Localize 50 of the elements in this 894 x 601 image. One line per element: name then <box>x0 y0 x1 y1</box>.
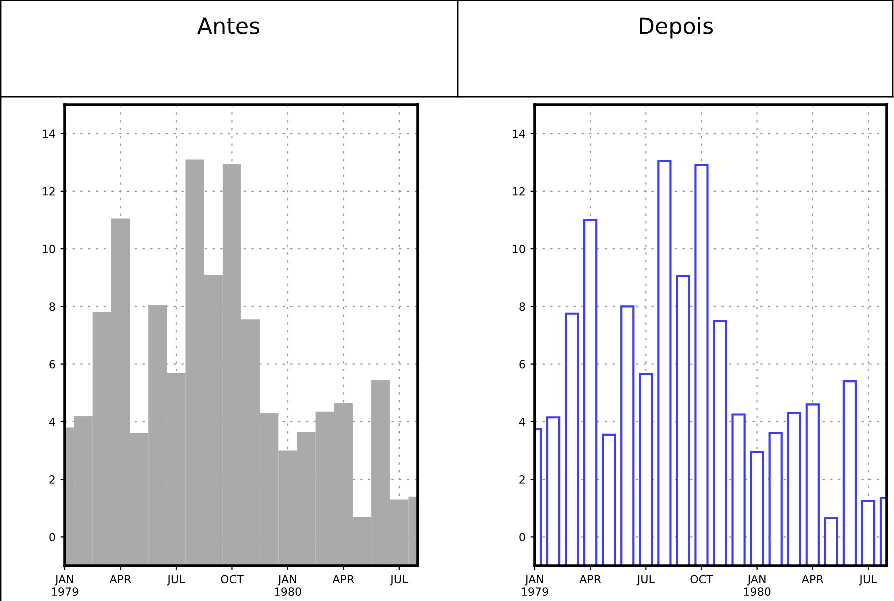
bar <box>824 517 838 566</box>
bar <box>546 416 561 566</box>
bar <box>713 320 728 566</box>
bar <box>806 404 820 566</box>
y-tick-label: 14 <box>513 130 526 138</box>
y-tick-label: 4 <box>519 418 526 426</box>
bar <box>694 164 709 566</box>
x-tick-label: JUL <box>167 575 186 586</box>
y-tick-label: 8 <box>520 302 526 312</box>
x-tick-label: JUL <box>636 575 655 586</box>
x-tick-label: JUL <box>390 575 408 586</box>
bar <box>658 160 672 566</box>
x-tick-label: APR <box>802 575 824 584</box>
x-tick-label: JAN 1980 <box>744 575 771 596</box>
y-tick-label: 6 <box>520 360 526 369</box>
x-tick-label: APR <box>332 575 354 584</box>
y-tick-label: 0 <box>50 533 56 542</box>
bar <box>750 451 764 566</box>
y-tick-label: 12 <box>513 187 525 196</box>
y-tick-label: 10 <box>513 245 526 254</box>
bar <box>584 219 598 566</box>
y-tick-label: 4 <box>49 418 56 426</box>
x-tick-label: OCT <box>690 575 714 584</box>
bar <box>768 432 783 566</box>
bar <box>861 500 876 566</box>
y-tick-label: 2 <box>50 476 55 484</box>
x-tick-label: JAN 1979 <box>52 575 78 596</box>
bar <box>732 414 746 566</box>
x-tick-label: JAN 1979 <box>522 575 548 596</box>
x-tick-label: APR <box>110 575 132 584</box>
y-tick-label: 8 <box>50 302 56 312</box>
x-tick-label: APR <box>580 575 602 584</box>
y-tick-label: 14 <box>43 130 56 138</box>
bar <box>787 412 802 566</box>
chart-title: Antes <box>198 18 260 34</box>
bar <box>676 275 690 566</box>
x-tick-label: OCT <box>221 575 244 584</box>
x-tick-label: JAN 1980 <box>275 575 302 596</box>
bar <box>602 434 616 566</box>
y-tick-label: 6 <box>50 360 56 369</box>
x-tick-label: JUL <box>859 575 878 586</box>
bar <box>639 373 654 566</box>
bar <box>564 312 580 566</box>
bar <box>842 380 858 566</box>
y-tick-label: 10 <box>43 245 56 254</box>
chart-title: Depois <box>640 17 714 39</box>
y-tick-label: 0 <box>520 533 526 542</box>
y-tick-label: 2 <box>520 476 525 484</box>
bar <box>620 306 635 566</box>
y-tick-label: 12 <box>43 187 55 196</box>
